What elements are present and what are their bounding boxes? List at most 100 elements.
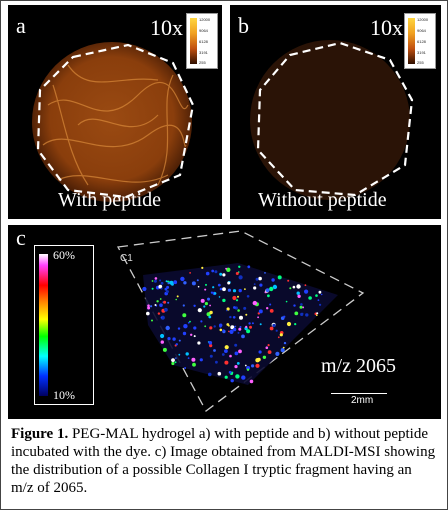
colorbar-tick: 255	[199, 60, 206, 65]
maldi-spot	[160, 281, 164, 285]
maldi-tissue-area	[143, 263, 338, 385]
maldi-spot	[285, 300, 288, 303]
maldi-spot	[255, 277, 259, 281]
maldi-spot	[171, 361, 175, 366]
maldi-spot	[193, 326, 197, 330]
maldi-spot	[182, 313, 187, 318]
maldi-spot	[253, 286, 257, 290]
maldi-spot	[192, 362, 196, 367]
maldi-spot	[318, 290, 322, 294]
maldi-spot	[174, 361, 177, 364]
maldi-spot	[245, 313, 248, 316]
maldi-spot	[175, 343, 178, 346]
maldi-spot	[224, 345, 229, 350]
figure-caption: Figure 1. PEG-MAL hydrogel a) with pepti…	[11, 425, 437, 497]
maldi-spot	[178, 339, 181, 342]
maldi-spot	[280, 348, 285, 353]
maldi-spot	[277, 275, 282, 280]
maldi-spot	[225, 267, 228, 270]
maldi-spot	[209, 326, 213, 330]
maldi-spot	[159, 303, 163, 307]
maldi-spot	[234, 365, 238, 369]
colorbar-gradient	[408, 18, 415, 64]
panel-b-colorbar: 12000 9064 6128 3191 255	[404, 13, 436, 69]
maldi-spot	[166, 285, 170, 289]
maldi-spot	[218, 296, 221, 298]
maldi-spot	[200, 320, 203, 323]
maldi-spot	[246, 368, 250, 371]
maldi-spot	[183, 324, 188, 329]
maldi-spot	[217, 283, 221, 287]
maldi-spot	[160, 287, 163, 290]
maldi-spot	[279, 333, 283, 337]
maldi-spot	[162, 347, 167, 352]
maldi-spot	[185, 352, 189, 356]
caption-text: PEG-MAL hydrogel a) with peptide and b) …	[11, 426, 436, 496]
maldi-spot	[191, 281, 196, 286]
maldi-spot	[189, 272, 192, 274]
maldi-spot	[193, 304, 196, 307]
colorbar-tick: 9064	[417, 28, 426, 33]
maldi-spot	[282, 346, 285, 349]
maldi-spot	[222, 273, 226, 277]
maldi-spot	[157, 312, 161, 315]
mz-label: m/z 2065	[321, 355, 396, 377]
maldi-spot	[229, 329, 234, 334]
maldi-spot	[233, 306, 236, 309]
maldi-spot	[302, 306, 305, 309]
maldi-spot	[271, 278, 275, 282]
maldi-spot	[258, 309, 263, 314]
maldi-spot	[283, 341, 287, 345]
legend-gradient	[39, 254, 48, 396]
panel-a-caption: With peptide	[58, 189, 162, 211]
maldi-spot	[259, 283, 263, 287]
maldi-spot	[177, 327, 181, 330]
maldi-spot	[234, 343, 238, 347]
legend-max-label: 60%	[53, 248, 75, 262]
panel-c-label: c	[16, 225, 26, 250]
maldi-spot	[244, 288, 246, 290]
maldi-spot	[267, 350, 272, 354]
maldi-spot	[227, 288, 231, 292]
maldi-spot	[251, 364, 255, 368]
panel-a-magnification: 10x	[150, 15, 183, 40]
maldi-spot	[178, 353, 181, 356]
maldi-spot	[226, 267, 231, 272]
maldi-spot	[204, 302, 208, 306]
maldi-spot	[214, 270, 218, 274]
maldi-spot	[262, 355, 267, 359]
maldi-spot	[308, 296, 312, 300]
maldi-spot	[232, 327, 237, 332]
maldi-spot	[237, 295, 239, 298]
maldi-spot	[293, 304, 296, 307]
maldi-spot	[159, 279, 162, 282]
maldi-spot	[205, 283, 207, 286]
maldi-spot	[160, 333, 165, 339]
maldi-spot	[267, 344, 270, 347]
maldi-spot	[286, 321, 292, 327]
maldi-spot	[275, 351, 280, 356]
maldi-spot	[164, 307, 168, 312]
maldi-spot	[257, 316, 259, 319]
maldi-spot	[154, 277, 158, 280]
maldi-spot	[241, 334, 245, 339]
maldi-spot	[258, 350, 262, 354]
maldi-spot	[224, 375, 228, 379]
maldi-spot	[219, 287, 223, 291]
maldi-spot	[255, 363, 260, 368]
maldi-spot	[304, 284, 307, 287]
maldi-spot	[180, 276, 185, 282]
maldi-spot	[204, 288, 207, 291]
maldi-spot	[272, 284, 278, 290]
maldi-spot	[232, 316, 236, 319]
maldi-spot	[283, 315, 286, 318]
region-label: C1	[120, 253, 133, 264]
maldi-spot	[228, 370, 232, 374]
maldi-spot	[246, 329, 251, 334]
colorbar-tick: 12000	[199, 17, 211, 22]
maldi-spot	[209, 310, 213, 315]
maldi-spot	[142, 286, 147, 292]
maldi-spot	[253, 283, 256, 285]
maldi-spot	[160, 315, 165, 320]
